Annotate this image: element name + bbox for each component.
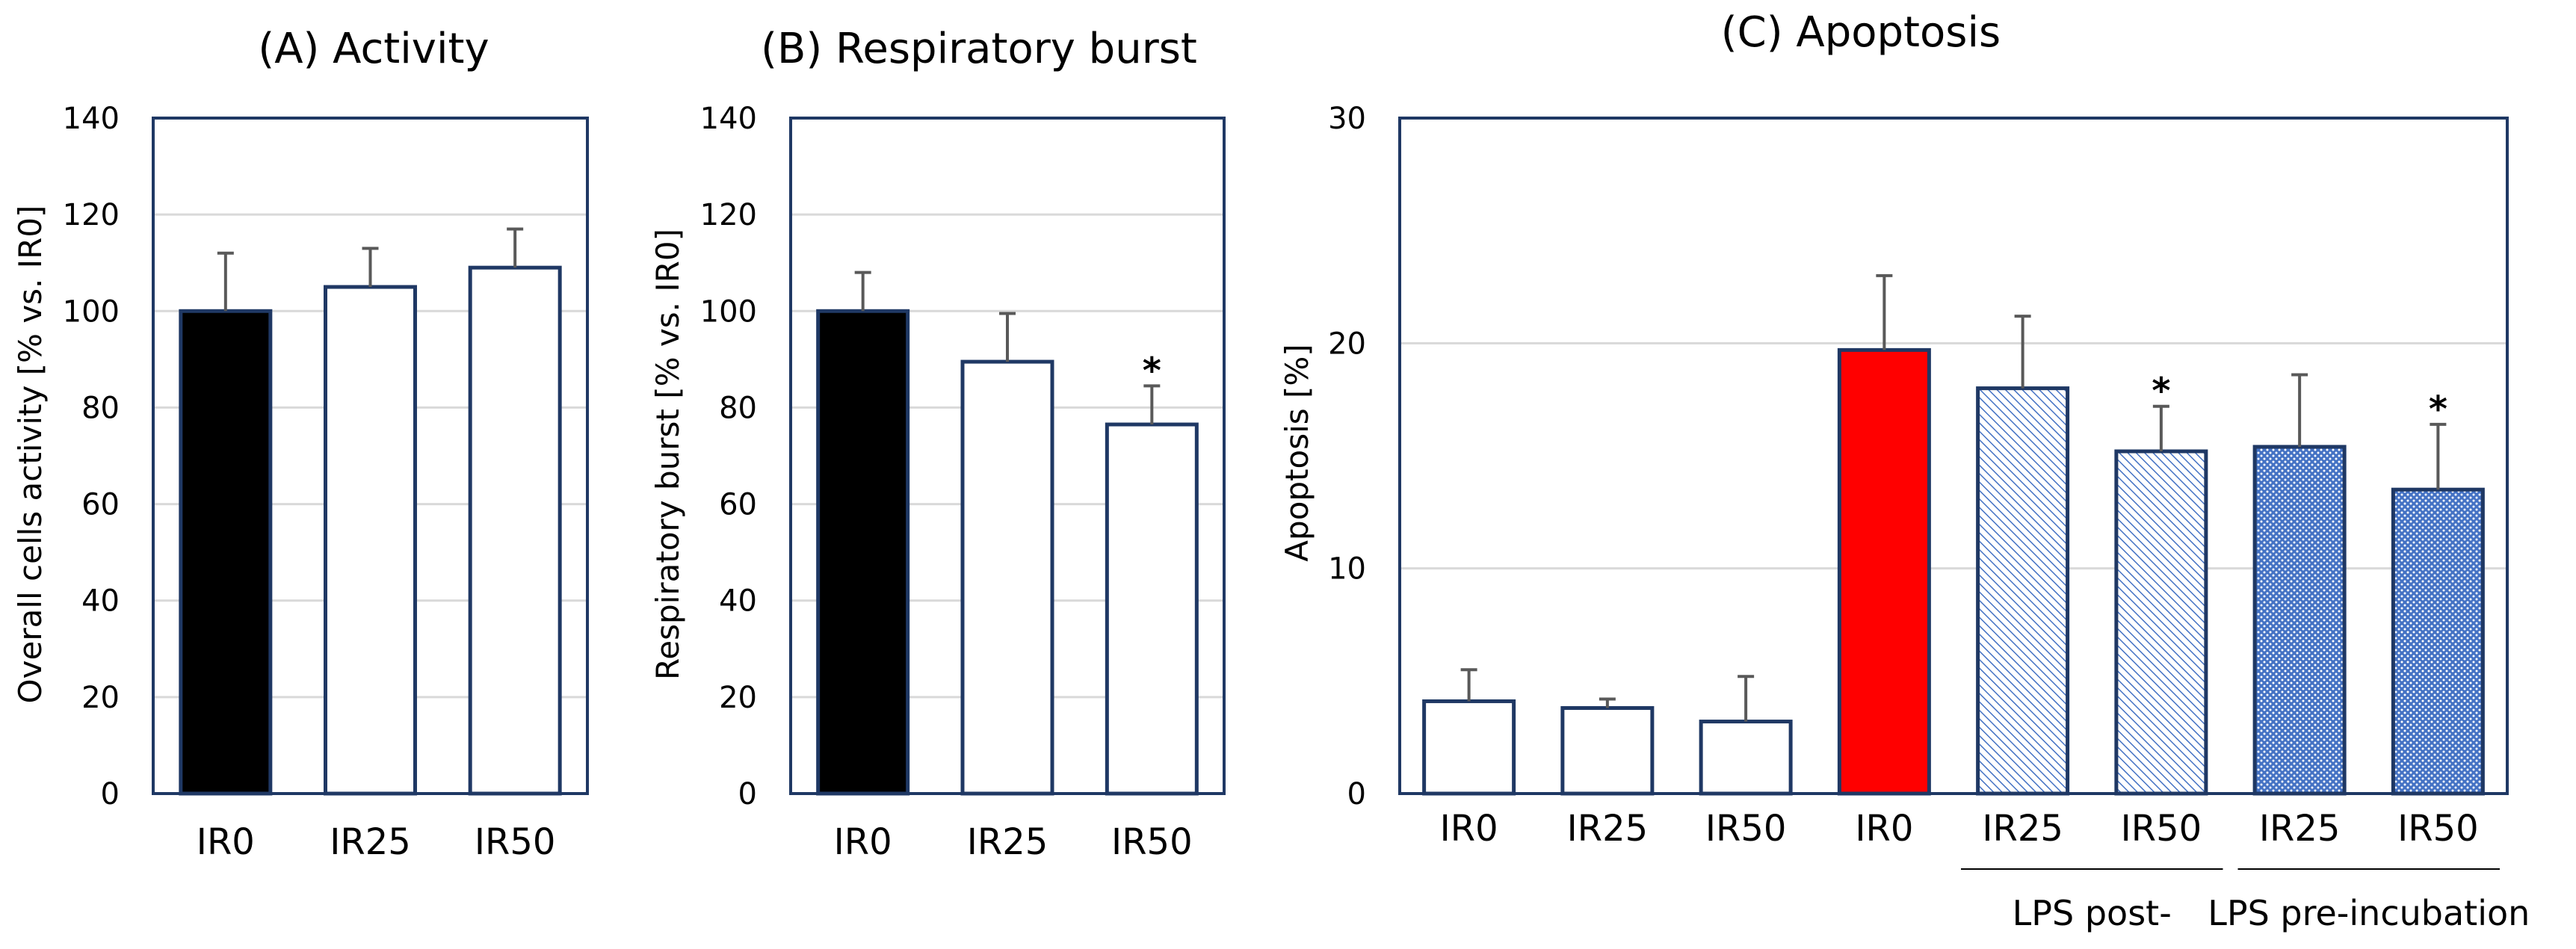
panel-a-y-axis-label: Overall cells activity [% vs. IR0]: [12, 205, 49, 704]
bar: [1699, 720, 1793, 796]
x-tick-label: IR25: [330, 821, 411, 863]
panel-b-x-ticks: IR0 IR25 IR50: [834, 821, 1193, 863]
panel-c-x-ticks: IR0 IR25 IR50 IR0 IR25 IR50 IR25 IR50: [1440, 808, 2479, 850]
x-tick-label: IR25: [2259, 808, 2341, 850]
panel-a-x-ticks: IR0 IR25 IR50: [197, 821, 556, 863]
y-tick-label: 20: [719, 681, 757, 715]
panel-a-bars: [179, 227, 562, 796]
y-tick-label: 100: [700, 294, 757, 329]
x-tick-label: IR25: [1982, 808, 2063, 850]
bar: [2391, 487, 2485, 796]
significance-marker: *: [2152, 371, 2170, 412]
bar: [1560, 705, 1655, 796]
x-tick-label: IR0: [197, 821, 255, 863]
panel-a-y-ticks: 0 20 40 60 80 100 120 140: [63, 102, 120, 812]
y-tick-label: 80: [81, 391, 120, 425]
x-tick-label: IR0: [834, 821, 892, 863]
group-label: LPS post-: [2013, 893, 2172, 933]
panel-c-bars: * *: [1422, 273, 2485, 796]
x-tick-label: IR50: [2397, 808, 2479, 850]
x-tick-label: IR0: [1855, 808, 1913, 850]
x-tick-label: IR50: [2121, 808, 2202, 850]
panel-b-bars: *: [816, 271, 1199, 796]
y-tick-label: 40: [81, 584, 120, 619]
bar: [1976, 386, 2070, 796]
bar: [1837, 347, 1931, 796]
panel-c-y-axis-label: Apoptosis [%]: [1279, 344, 1315, 561]
plot-frame: [1398, 117, 2509, 795]
y-tick-label: 10: [1328, 552, 1366, 587]
group-label: LPS pre-incubation: [2208, 893, 2530, 933]
y-tick-label: 0: [738, 777, 757, 812]
panel-a-title: (A) Activity: [258, 25, 489, 73]
y-tick-label: 20: [81, 681, 120, 715]
y-tick-label: 140: [63, 102, 120, 136]
y-tick-label: 0: [1347, 777, 1366, 812]
x-tick-label: IR25: [1567, 808, 1649, 850]
x-tick-label: IR25: [967, 821, 1048, 863]
significance-marker: *: [2429, 389, 2447, 430]
y-tick-label: 80: [719, 391, 757, 425]
y-tick-label: 120: [63, 198, 120, 232]
y-tick-label: 40: [719, 584, 757, 619]
x-tick-label: IR0: [1440, 808, 1498, 850]
panel-a-activity: (A) Activity Overall cells activity [% v…: [12, 25, 589, 863]
bar: [468, 265, 562, 796]
bar: [960, 359, 1054, 796]
x-tick-label: IR50: [475, 821, 556, 863]
panel-b-title: (B) Respiratory burst: [761, 25, 1197, 73]
y-tick-label: 60: [719, 488, 757, 522]
y-tick-label: 20: [1328, 327, 1366, 361]
y-tick-label: 140: [700, 102, 757, 136]
y-tick-label: 120: [700, 198, 757, 232]
panel-c-title: (C) Apoptosis: [1721, 8, 2001, 57]
bar: [324, 285, 417, 796]
x-tick-label: IR50: [1705, 808, 1787, 850]
panel-b-y-axis-label: Respiratory burst [% vs. IR0]: [649, 229, 686, 680]
y-tick-label: 100: [63, 294, 120, 329]
panel-b-respiratory-burst: (B) Respiratory burst Respiratory burst …: [649, 25, 1226, 863]
bar: [179, 309, 273, 796]
plot-frame: [152, 117, 589, 795]
bar: [1105, 422, 1199, 796]
y-tick-label: 30: [1328, 102, 1366, 136]
bar: [2252, 445, 2347, 796]
panel-b-y-ticks: 0 20 40 60 80 100 120 140: [700, 102, 757, 812]
bar: [2114, 449, 2208, 796]
bar: [816, 309, 910, 796]
panel-c-y-ticks: 0 10 20 30: [1328, 102, 1366, 812]
x-tick-label: IR50: [1111, 821, 1193, 863]
panel-c-group-labels: LPS post- LPS pre-incubation: [1961, 868, 2530, 933]
y-tick-label: 60: [81, 488, 120, 522]
y-tick-label: 0: [101, 777, 120, 812]
bar: [1422, 699, 1516, 796]
significance-marker: *: [1143, 350, 1161, 392]
plot-frame: [789, 117, 1226, 795]
